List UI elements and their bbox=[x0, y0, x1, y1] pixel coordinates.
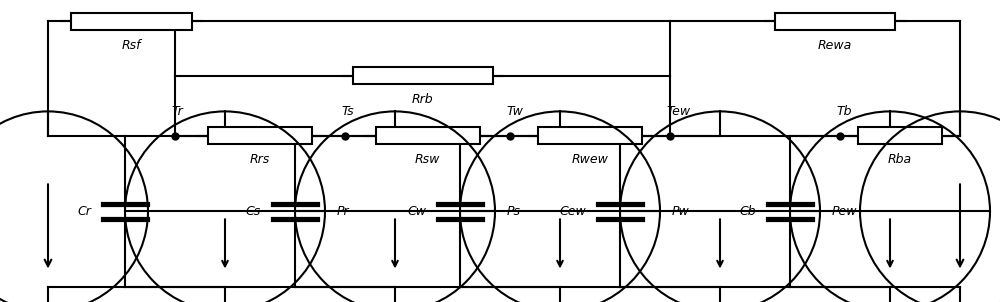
Bar bbox=[858, 127, 942, 144]
Text: Tr: Tr bbox=[171, 105, 183, 118]
Bar bbox=[352, 67, 492, 84]
Text: Cw: Cw bbox=[407, 205, 426, 218]
Text: Ts: Ts bbox=[341, 105, 354, 118]
Text: Rrb: Rrb bbox=[412, 93, 433, 106]
Text: Rsf: Rsf bbox=[122, 39, 141, 52]
Text: Cr: Cr bbox=[77, 205, 91, 218]
Text: Tw: Tw bbox=[506, 105, 523, 118]
Bar bbox=[72, 13, 192, 30]
Text: Rba: Rba bbox=[888, 153, 912, 166]
Text: Cb: Cb bbox=[739, 205, 756, 218]
Text: Cew: Cew bbox=[559, 205, 586, 218]
Text: Pr: Pr bbox=[337, 205, 350, 218]
Text: Rewa: Rewa bbox=[818, 39, 852, 52]
Text: Rwew: Rwew bbox=[572, 153, 608, 166]
Bar bbox=[376, 127, 480, 144]
Bar bbox=[208, 127, 312, 144]
Text: Pw: Pw bbox=[672, 205, 690, 218]
Bar bbox=[538, 127, 642, 144]
Text: Pew: Pew bbox=[832, 205, 858, 218]
Text: Tb: Tb bbox=[836, 105, 852, 118]
Text: Rrs: Rrs bbox=[250, 153, 270, 166]
Text: Rsw: Rsw bbox=[415, 153, 440, 166]
Text: Ps: Ps bbox=[507, 205, 521, 218]
Bar bbox=[775, 13, 895, 30]
Text: Cs: Cs bbox=[246, 205, 261, 218]
Text: Tew: Tew bbox=[666, 105, 690, 118]
